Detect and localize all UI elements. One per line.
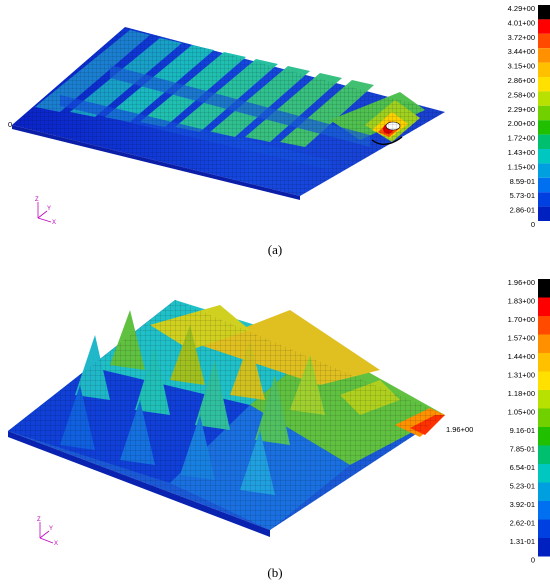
legend-b-label: 2.62-01 — [510, 519, 535, 528]
legend-a-swatch — [538, 134, 550, 149]
axis-x-label-a: X — [52, 220, 56, 226]
legend-b-label: 0 — [531, 556, 535, 565]
legend-b-label: 1.31-01 — [510, 537, 535, 546]
panel-a-figure: 0 Z Y X 4.29+00 4.01+00 3.72+00 3.44+00 3.15… — [8, 4, 550, 229]
axis-triad-b — [39, 522, 54, 544]
legend-a-label: 2.29+00 — [508, 105, 535, 114]
legend-a-label: 8.59-01 — [510, 177, 535, 186]
legend-b-label: 3.92-01 — [510, 500, 535, 509]
legend-b-swatch — [538, 297, 550, 316]
legend-b-label: 1.44+00 — [508, 352, 535, 361]
legend-a-label: 2.00+00 — [508, 119, 535, 128]
legend-a-swatch — [538, 48, 550, 63]
axis-z-label-b: Z — [37, 517, 41, 523]
legend-a-label: 1.43+00 — [508, 148, 535, 157]
legend-a-swatch — [538, 33, 550, 49]
legend-b-swatch — [538, 279, 550, 298]
legend-a-swatch — [538, 5, 550, 20]
legend-b-swatch — [538, 445, 550, 464]
legend-b-swatch — [538, 501, 550, 520]
legend-b-label: 7.85-01 — [510, 445, 535, 454]
legend-a: 4.29+00 4.01+00 3.72+00 3.44+00 3.15+00 2.86+… — [508, 4, 550, 229]
legend-a-label: 1.15+00 — [508, 162, 535, 171]
legend-a-label: 2.58+00 — [508, 90, 535, 99]
legend-b-label: 5.23-01 — [510, 482, 535, 491]
axis-x-label-b: X — [54, 541, 58, 547]
panel-b-figure: 1.96+00 Z Y X 1.96+00 1.83+00 1.70+00 1.57+… — [8, 278, 550, 565]
legend-a-swatch — [538, 62, 550, 77]
legend-a-label: 2.86-01 — [510, 206, 535, 215]
edge-label-a: 0 — [8, 120, 12, 129]
mesh-b — [8, 300, 445, 530]
axis-triad-a — [37, 202, 52, 223]
legend-b-swatch — [538, 353, 550, 372]
caption-a: (a) — [267, 242, 283, 257]
legend-b-swatch — [538, 408, 550, 427]
legend-a-swatch — [538, 192, 550, 207]
caption-b: (b) — [267, 565, 283, 580]
panel-b: 1.96+00 Z Y X 1.96+00 1.83+00 1.70+00 1.57+… — [0, 275, 550, 585]
legend-a-swatch — [538, 163, 550, 178]
legend-b-swatch — [538, 482, 550, 501]
legend-a-swatch — [538, 91, 550, 106]
legend-a-label: 0 — [531, 220, 535, 229]
legend-a-swatch — [538, 105, 550, 121]
peak-label-b: 1.96+00 — [446, 425, 473, 434]
legend-b-label: 9.16-01 — [510, 426, 535, 435]
legend-a-swatch — [538, 19, 550, 34]
legend-a-label: 5.73-01 — [510, 191, 535, 200]
legend-b-swatch — [538, 371, 550, 390]
legend-b-label: 1.31+00 — [508, 371, 535, 380]
axis-y-label-a: Y — [47, 206, 51, 212]
legend-b-swatch — [538, 427, 550, 446]
legend-b-label: 6.54-01 — [510, 463, 535, 472]
axis-z-label-a: Z — [35, 197, 39, 203]
legend-a-label: 4.29+00 — [508, 4, 535, 13]
legend-a-label: 3.15+00 — [508, 62, 535, 71]
legend-b-label: 1.70+00 — [508, 315, 535, 324]
legend-a-swatch — [538, 77, 550, 92]
legend-a-label: 1.72+00 — [508, 134, 535, 143]
legend-b-label: 1.57+00 — [508, 334, 535, 343]
legend-b-swatch — [538, 334, 550, 353]
legend-a-swatch — [538, 149, 550, 164]
legend-a-label: 3.72+00 — [508, 33, 535, 42]
mesh-a — [12, 27, 445, 196]
legend-b-swatch — [538, 316, 550, 335]
legend-b-swatch — [538, 390, 550, 409]
legend-b-label: 1.18+00 — [508, 389, 535, 398]
legend-a-label: 3.44+00 — [508, 47, 535, 56]
legend-a-label: 4.01+00 — [508, 18, 535, 27]
legend-a-swatch — [538, 206, 550, 221]
legend-b-swatch — [538, 519, 550, 538]
axis-y-label-b: Y — [49, 526, 53, 532]
legend-b-label: 1.83+00 — [508, 297, 535, 306]
legend-b-label: 1.05+00 — [508, 408, 535, 417]
panel-a: 0 Z Y X 4.29+00 4.01+00 3.72+00 3.44+00 3.15… — [0, 0, 550, 265]
legend-a-swatch — [538, 120, 550, 135]
legend-b-label: 1.96+00 — [508, 278, 535, 287]
legend-a-label: 2.86+00 — [508, 76, 535, 85]
legend-b: 1.96+00 1.83+00 1.70+00 1.57+00 1.44+00 1.31+… — [508, 278, 550, 565]
legend-a-swatch — [538, 177, 550, 193]
legend-b-swatch — [538, 538, 550, 557]
legend-b-swatch — [538, 464, 550, 483]
